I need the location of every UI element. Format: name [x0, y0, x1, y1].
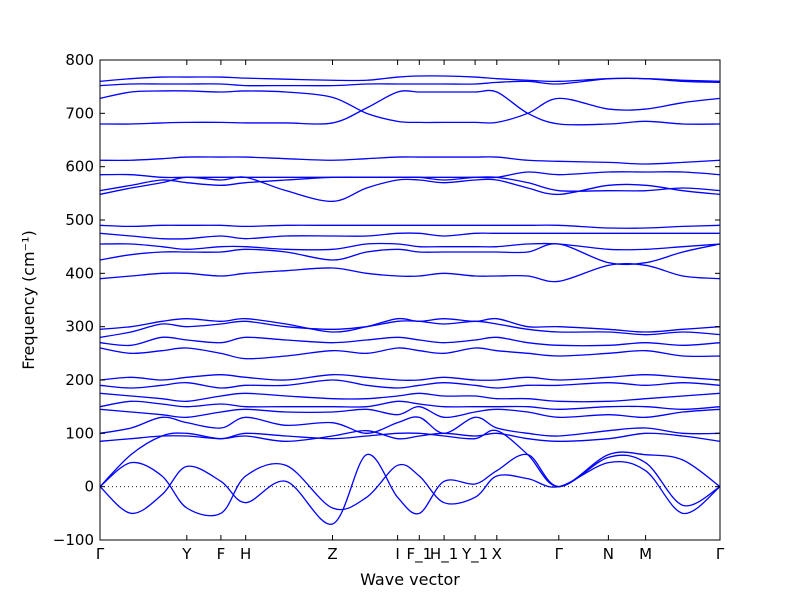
- x-tick-label: F_1: [406, 545, 432, 564]
- x-tick-label: N: [603, 545, 614, 563]
- band-line-11: [99, 347, 721, 360]
- x-axis: Γ Y F H Z I F_1H_1 Y_1 X Γ N M Γ: [96, 60, 725, 564]
- x-tick-label: F: [217, 545, 226, 563]
- y-tick-label: 800: [65, 51, 94, 69]
- band-line-17: [99, 242, 721, 251]
- plot-frame: [99, 59, 721, 541]
- x-tick-label: H: [240, 545, 251, 563]
- y-tick-label: 300: [65, 318, 94, 336]
- x-tick-label: H_1: [430, 545, 458, 564]
- band-line-7: [99, 400, 721, 410]
- y-tick-label: 0: [84, 478, 94, 496]
- x-tick-label: Z: [327, 545, 337, 563]
- band-line-27: [99, 75, 721, 84]
- band-line-26: [99, 77, 721, 87]
- band-line-9: [99, 379, 721, 389]
- band-line-5: [99, 416, 721, 437]
- y-tick-label: −100: [53, 531, 94, 549]
- band-line-1: [99, 453, 721, 525]
- y-tick-label: 100: [65, 424, 94, 442]
- x-tick-label: I: [395, 545, 399, 563]
- x-tick-label: X: [492, 545, 502, 563]
- y-tick-label: 600: [65, 158, 94, 176]
- y-tick-label: 500: [65, 211, 94, 229]
- band-line-19: [99, 224, 721, 229]
- y-axis: −100 0 100 200 300 400 500 600 700 800: [53, 51, 720, 549]
- band-line-12: [99, 336, 721, 347]
- x-tick-label: M: [639, 545, 652, 563]
- x-tick-label: Γ: [555, 545, 564, 563]
- x-tick-label: Y: [181, 545, 192, 563]
- x-tick-label: Y_1: [461, 545, 488, 564]
- y-axis-title: Frequency (cm⁻¹): [19, 230, 38, 369]
- y-tick-label: 400: [65, 264, 94, 282]
- x-tick-label: Γ: [96, 545, 105, 563]
- band-line-22: [99, 171, 721, 179]
- band-line-14: [99, 317, 721, 333]
- band-lines: [99, 75, 721, 525]
- band-line-3: [99, 429, 721, 488]
- band-line-25: [99, 90, 721, 124]
- band-line-24: [99, 89, 721, 126]
- y-tick-label: 700: [65, 104, 94, 122]
- band-line-23: [99, 156, 721, 165]
- x-axis-title: Wave vector: [360, 570, 460, 589]
- band-line-6: [99, 406, 721, 419]
- band-line-8: [99, 392, 721, 403]
- band-line-13: [99, 320, 721, 338]
- band-line-15: [99, 263, 721, 283]
- x-tick-label: Γ: [716, 545, 725, 563]
- band-line-18: [99, 232, 720, 240]
- band-line-4: [99, 430, 721, 442]
- band-line-20: [99, 176, 721, 202]
- band-line-10: [99, 373, 721, 381]
- band-line-2: [99, 460, 721, 517]
- y-tick-label: 200: [65, 371, 94, 389]
- band-line-16: [99, 243, 721, 266]
